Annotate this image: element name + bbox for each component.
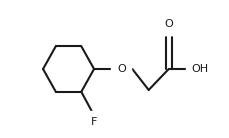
- Text: OH: OH: [190, 64, 207, 74]
- Text: O: O: [164, 19, 172, 29]
- Text: F: F: [90, 117, 97, 127]
- Text: O: O: [117, 64, 125, 74]
